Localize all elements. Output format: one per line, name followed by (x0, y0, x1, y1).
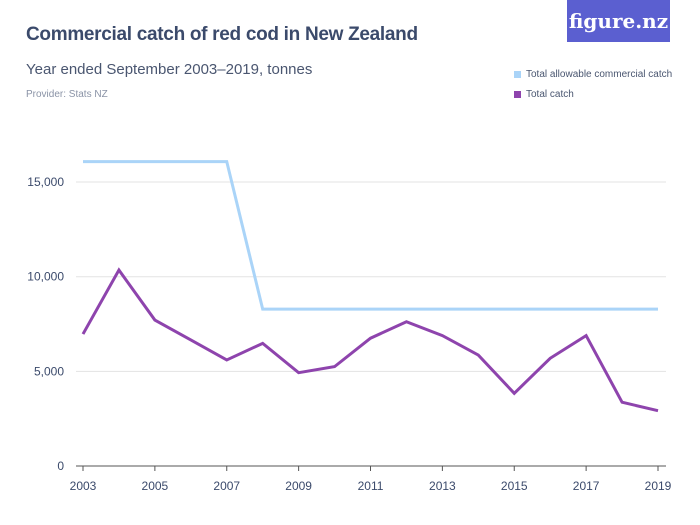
y-tick-label: 10,000 (27, 270, 64, 284)
x-tick-label: 2007 (213, 479, 240, 493)
legend-item-tacc: Total allowable commercial catch (514, 69, 672, 80)
legend-label: Total catch (526, 89, 574, 100)
provider-label: Provider: Stats NZ (26, 89, 108, 100)
total-catch-line (81, 267, 659, 413)
x-tick-label: 2003 (70, 479, 97, 493)
x-tick-label: 2011 (358, 479, 384, 493)
tacc-line (83, 160, 658, 311)
legend-item-catch: Total catch (514, 89, 574, 100)
figure-nz-logo[interactable]: figure.nz (567, 0, 670, 42)
y-tick-label: 0 (57, 459, 64, 473)
x-tick-label: 2019 (645, 479, 672, 493)
chart-subtitle: Year ended September 2003–2019, tonnes (26, 61, 313, 78)
legend-swatch (514, 71, 521, 78)
x-tick-label: 2009 (285, 479, 312, 493)
y-tick-label: 5,000 (34, 364, 64, 378)
x-tick-label: 2005 (142, 479, 169, 493)
x-tick-label: 2017 (573, 479, 600, 493)
x-tick-label: 2015 (501, 479, 528, 493)
chart-title: Commercial catch of red cod in New Zeala… (26, 24, 418, 45)
y-tick-label: 15,000 (27, 175, 64, 189)
legend-swatch (514, 91, 521, 98)
legend-label: Total allowable commercial catch (526, 69, 673, 80)
x-tick-label: 2013 (429, 479, 456, 493)
